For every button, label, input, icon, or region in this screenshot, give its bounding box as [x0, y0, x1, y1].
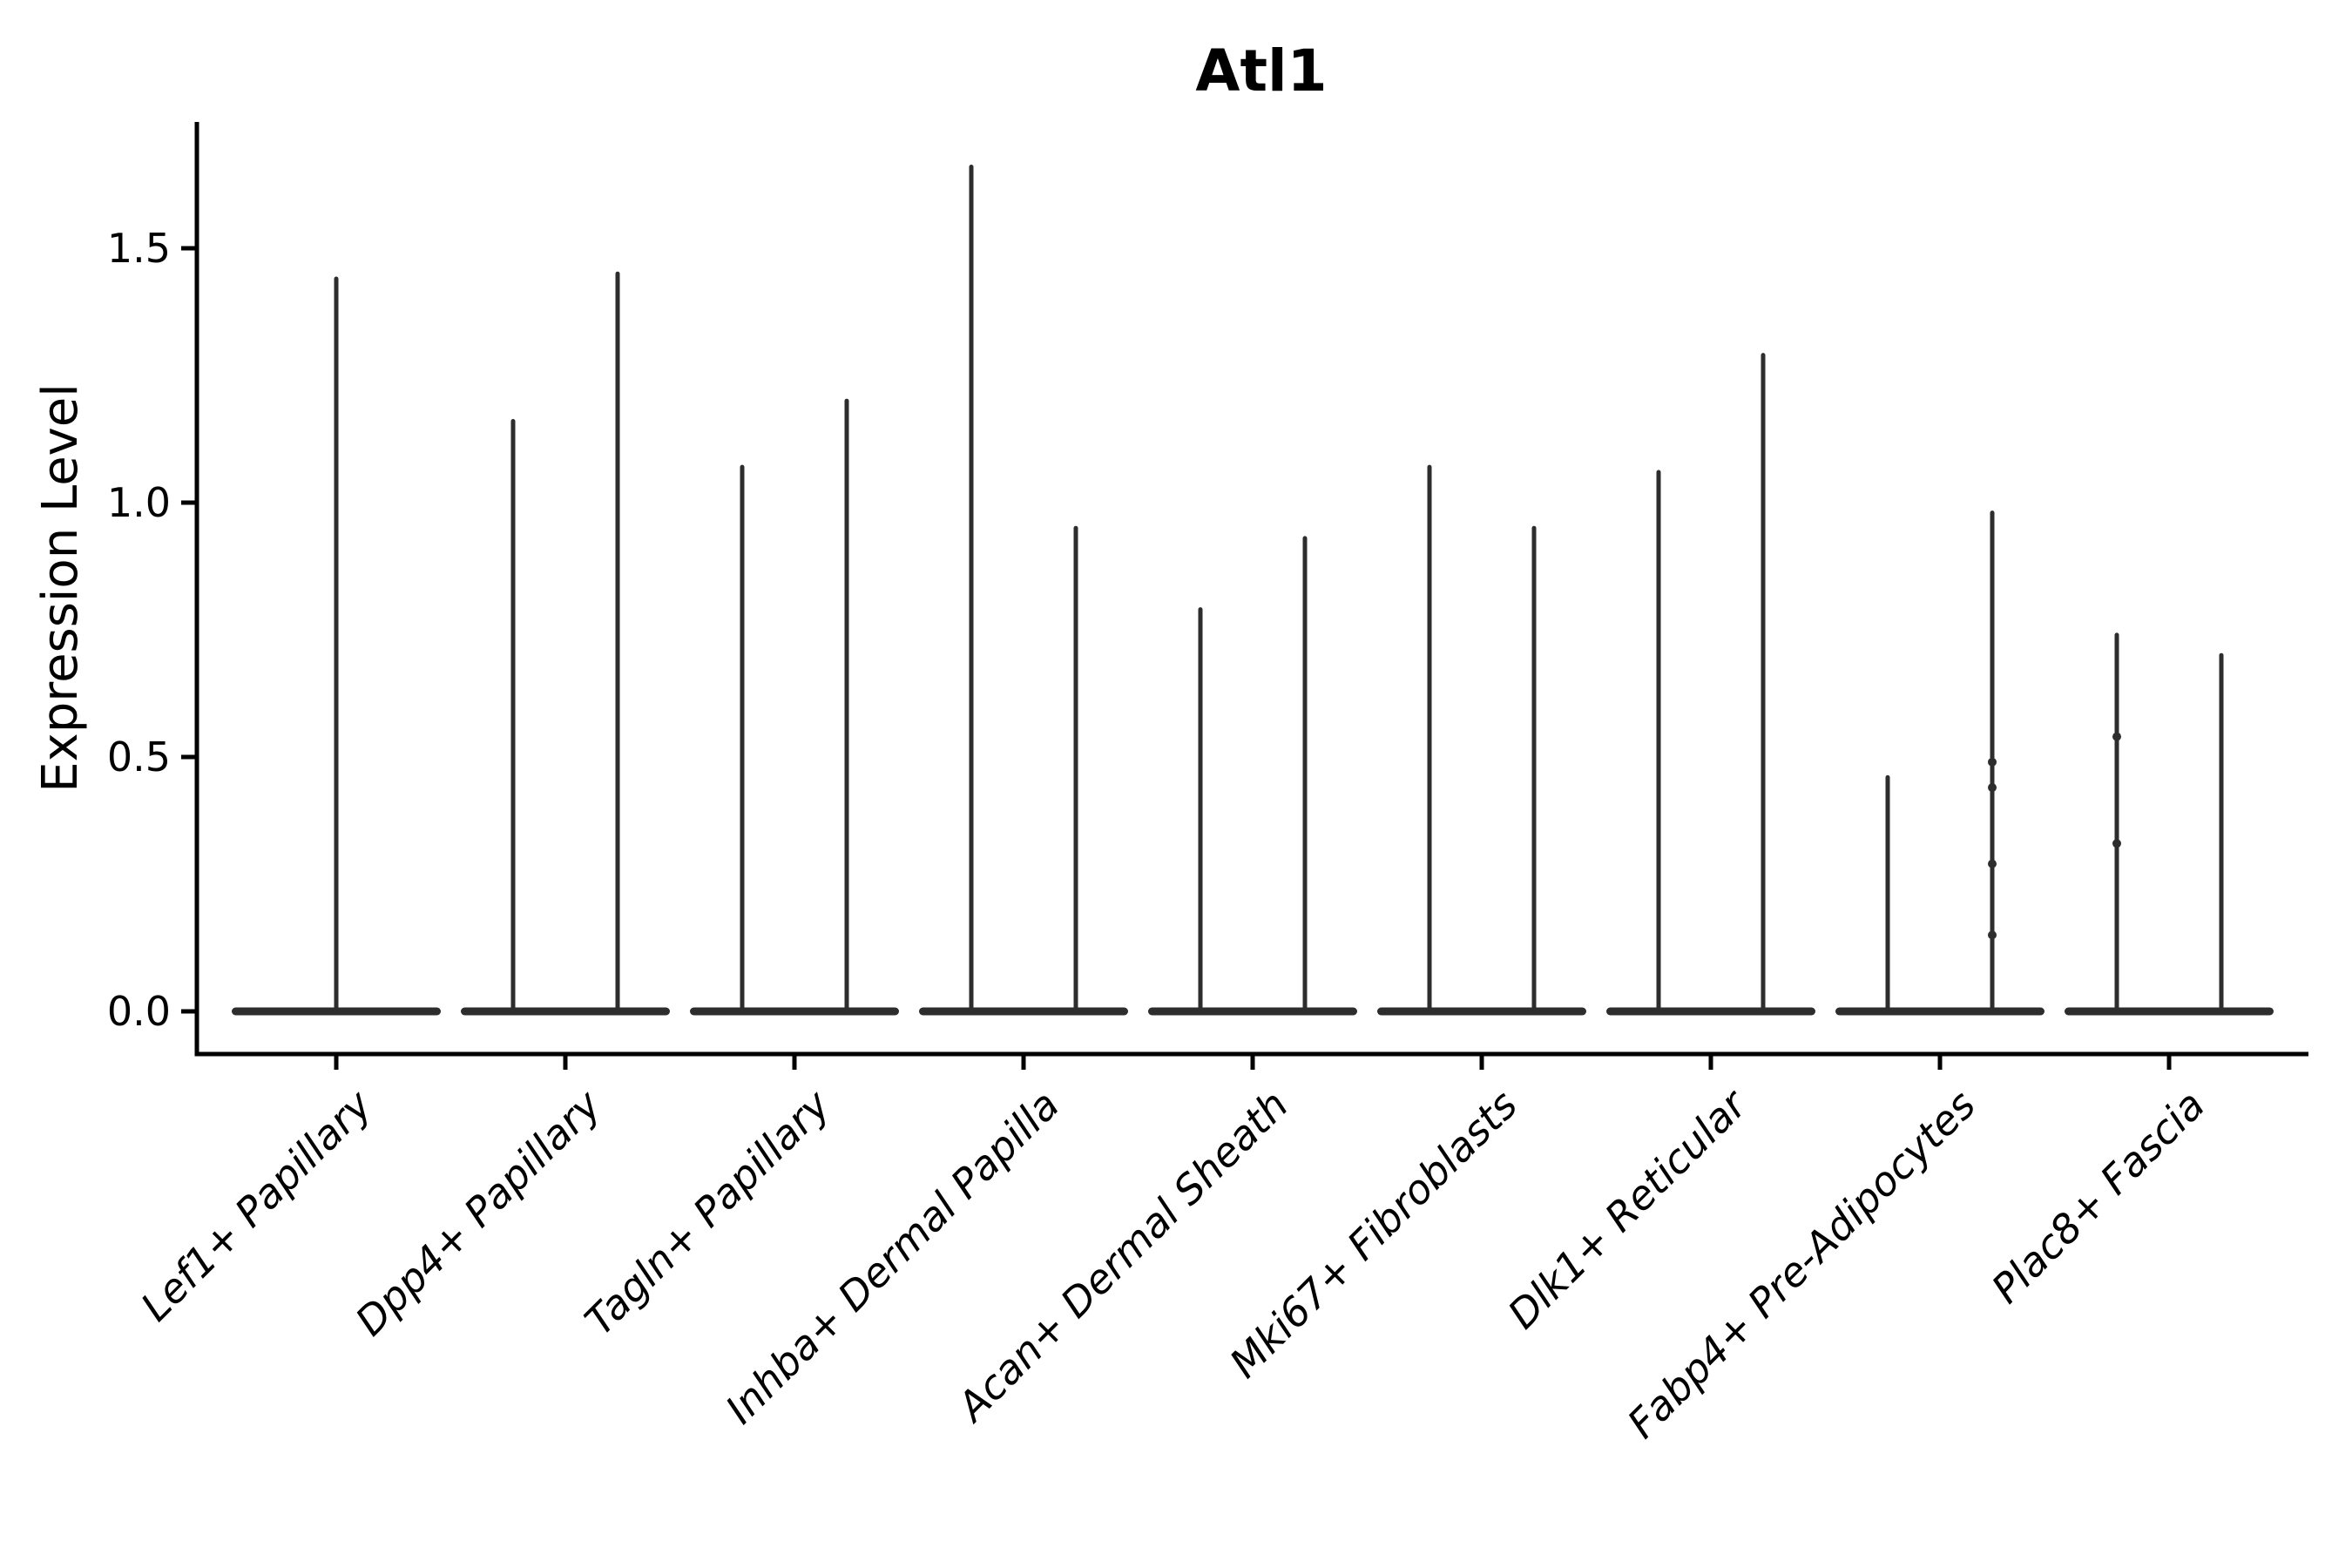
x-tick-label: Tagln+ Papillary [576, 1080, 840, 1344]
violins [232, 165, 2274, 1016]
violin-base [461, 1007, 670, 1016]
violin-category [1606, 353, 1815, 1016]
violin-base [1606, 1007, 1815, 1016]
y-axis-ticks: 0.0 0.5 1.0 1.5 [107, 225, 197, 1035]
jitter-point [1988, 757, 1997, 767]
violin-category [2065, 632, 2274, 1016]
violin-base [919, 1007, 1128, 1016]
jitter-point [1988, 859, 1997, 868]
y-tick-label: 0.0 [107, 988, 171, 1035]
y-axis-label: Expression Level [32, 383, 89, 793]
x-tick-label: Dlk1+ Reticular [1499, 1079, 1758, 1338]
y-tick-label: 0.5 [107, 733, 171, 781]
violin-category [461, 271, 670, 1016]
violin-base [1835, 1007, 2044, 1016]
violin-base [1148, 1007, 1357, 1016]
jitter-point [2112, 839, 2121, 848]
violin-base [690, 1007, 899, 1016]
x-tick-label: Dpp4+ Papillary [346, 1080, 610, 1344]
violin-category [232, 276, 441, 1016]
violin-category [690, 398, 899, 1016]
jitter-point [1988, 783, 1997, 793]
violin-base [1377, 1007, 1586, 1016]
chart-title: Atl1 [1195, 37, 1327, 105]
violin-category [1835, 510, 2044, 1016]
violin-base [2065, 1007, 2274, 1016]
jitter-point [1988, 930, 1997, 940]
violin-category [1377, 464, 1586, 1016]
jitter-point [2112, 732, 2121, 741]
y-tick-label: 1.5 [107, 225, 171, 272]
violin-category [1148, 536, 1357, 1016]
x-tick-label: Plac8+ Fascia [1983, 1081, 2213, 1312]
violin-category [919, 165, 1128, 1016]
x-tick-label: Lef1+ Papillary [132, 1080, 381, 1329]
y-tick-label: 1.0 [107, 479, 171, 526]
